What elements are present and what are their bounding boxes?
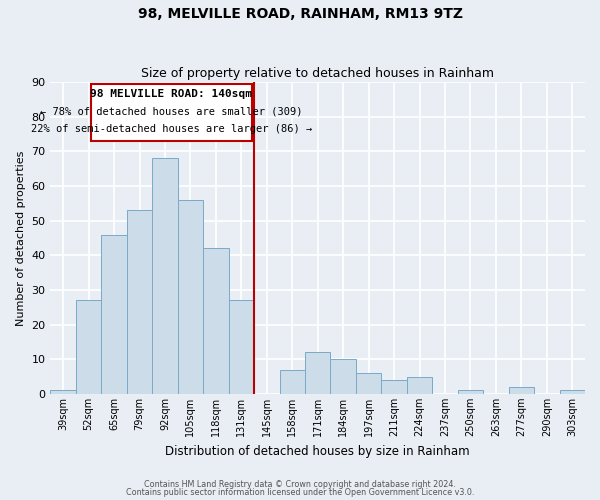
Text: 98, MELVILLE ROAD, RAINHAM, RM13 9TZ: 98, MELVILLE ROAD, RAINHAM, RM13 9TZ (137, 8, 463, 22)
X-axis label: Distribution of detached houses by size in Rainham: Distribution of detached houses by size … (166, 444, 470, 458)
Bar (229, 300, 254, 394)
FancyBboxPatch shape (91, 84, 251, 141)
Bar (356, 373, 382, 394)
Bar (305, 352, 331, 394)
Bar (127, 210, 152, 394)
Text: 98 MELVILLE ROAD: 140sqm: 98 MELVILLE ROAD: 140sqm (91, 89, 253, 99)
Bar (280, 370, 305, 394)
Title: Size of property relative to detached houses in Rainham: Size of property relative to detached ho… (141, 66, 494, 80)
Bar (203, 248, 229, 394)
Bar (560, 390, 585, 394)
Bar (509, 387, 534, 394)
Bar (101, 234, 127, 394)
Text: Contains public sector information licensed under the Open Government Licence v3: Contains public sector information licen… (126, 488, 474, 497)
Bar (331, 359, 356, 394)
Y-axis label: Number of detached properties: Number of detached properties (16, 150, 26, 326)
Bar (407, 376, 432, 394)
Text: 22% of semi-detached houses are larger (86) →: 22% of semi-detached houses are larger (… (31, 124, 312, 134)
Bar (382, 380, 407, 394)
Text: ← 78% of detached houses are smaller (309): ← 78% of detached houses are smaller (30… (40, 106, 302, 117)
Bar (50, 390, 76, 394)
Text: Contains HM Land Registry data © Crown copyright and database right 2024.: Contains HM Land Registry data © Crown c… (144, 480, 456, 489)
Bar (458, 390, 483, 394)
Bar (152, 158, 178, 394)
Bar (76, 300, 101, 394)
Bar (178, 200, 203, 394)
